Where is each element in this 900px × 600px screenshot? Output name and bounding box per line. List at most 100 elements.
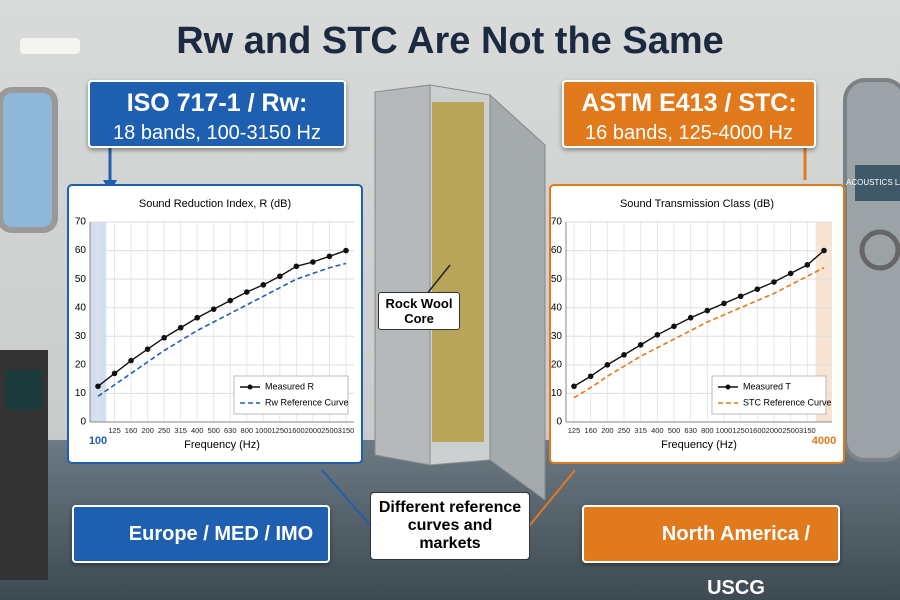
legend-label: Measured R: [265, 381, 315, 391]
marker: [227, 297, 234, 304]
x-tick-label: 630: [684, 426, 697, 435]
x-tick-label: 2000: [766, 426, 783, 435]
x-tick-label: 1600: [288, 426, 305, 435]
connector-left: [321, 469, 371, 526]
door-wheel: [859, 229, 900, 271]
chart-panel: [549, 184, 845, 464]
y-tick-label: 60: [75, 245, 87, 256]
x-tick-label: 250: [158, 426, 171, 435]
chart-title: Sound Transmission Class (dB): [620, 198, 774, 210]
x-tick-label: 2500: [782, 426, 799, 435]
y-tick-label: 10: [75, 388, 87, 399]
y-tick-label: 40: [551, 302, 563, 313]
marker: [637, 342, 644, 348]
marker: [277, 273, 283, 280]
panel-side: [489, 93, 546, 501]
legend: [233, 375, 349, 415]
lab-sign-plate: [855, 165, 900, 201]
y-tick-label: 30: [75, 331, 87, 342]
marker: [343, 247, 349, 254]
lab-sign: ACOUSTICS LAB: [846, 178, 900, 187]
series-line: [573, 250, 825, 387]
marker: [95, 383, 101, 390]
x-tick-label: 3150: [799, 426, 816, 435]
x-tick-label: 1250: [272, 426, 289, 435]
y-tick-label: 30: [551, 331, 563, 342]
left-box-detail: 18 bands, 100-3150 Hz: [113, 122, 321, 144]
chart-panel: [67, 184, 363, 464]
chart-title: Sound Reduction Index, R (dB): [139, 198, 291, 210]
y-tick-label: 40: [75, 302, 87, 313]
connector-right: [529, 469, 576, 526]
region-left: Europe / MED / IMO: [72, 505, 330, 563]
marker: [821, 247, 827, 254]
marker: [210, 306, 217, 312]
x-tick-label: 315: [634, 426, 647, 435]
legend: [711, 375, 827, 415]
x-tick-label: 200: [141, 426, 154, 435]
y-tick-label: 0: [556, 417, 562, 428]
x-tick-label: 200: [601, 426, 614, 435]
x-tick-label: 2500: [321, 426, 338, 435]
y-tick-label: 20: [75, 359, 87, 370]
region-left-text: Europe / MED / IMO: [128, 523, 314, 545]
core-label: Rock Wool Core: [378, 292, 460, 330]
rock-wool: [432, 102, 484, 442]
marker: [293, 263, 300, 270]
legend-label: Measured T: [743, 381, 791, 391]
region-right-text: North America / USCG: [661, 523, 811, 599]
x-tick-label: 1000: [255, 426, 272, 435]
x-axis-label: Frequency (Hz): [184, 439, 260, 451]
y-tick-label: 0: [80, 417, 86, 428]
x-tick-label: 800: [701, 426, 714, 435]
left-box-heading: ISO 717-1 / Rw:: [126, 89, 308, 117]
series-line: [97, 262, 347, 397]
y-tick-label: 70: [75, 217, 87, 228]
panel-face: [374, 84, 431, 466]
x-tick-label: 125: [108, 426, 121, 435]
marker: [787, 270, 794, 277]
x-tick-label: 630: [224, 426, 237, 435]
marker: [754, 286, 761, 292]
porthole: [0, 87, 58, 233]
marker: [587, 373, 594, 380]
marker: [260, 282, 267, 288]
marker: [687, 314, 694, 321]
marker: [771, 279, 777, 285]
marker: [111, 370, 118, 377]
center-label: Different reference curves and markets: [370, 492, 530, 560]
marker: [194, 314, 200, 321]
x-tick-label: 400: [651, 426, 664, 435]
marker: [737, 293, 744, 300]
x-tick-label: 3150: [338, 426, 355, 435]
legend-label: Rw Reference Curve: [265, 397, 349, 407]
x-tick-label: 125: [568, 426, 581, 435]
x-tick-label: 4000: [812, 435, 836, 447]
y-tick-label: 70: [551, 217, 563, 228]
door: [843, 78, 900, 462]
marker: [571, 383, 577, 390]
series-line: [97, 249, 347, 387]
title: Rw and STC Are Not the Same: [176, 20, 724, 62]
series-line: [573, 267, 825, 399]
x-tick-label: 160: [584, 426, 597, 435]
marker: [161, 334, 167, 341]
marker: [671, 323, 677, 330]
right-box: ASTM E413 / STC: 16 bands, 125-4000 Hz: [562, 80, 816, 148]
x-tick-label: 315: [174, 426, 187, 435]
marker: [310, 259, 316, 265]
x-tick-label: 2000: [305, 426, 322, 435]
marker: [144, 346, 151, 352]
y-tick-label: 10: [551, 388, 563, 399]
y-tick-label: 20: [551, 359, 563, 370]
y-tick-label: 60: [551, 245, 563, 256]
x-tick-label: 400: [191, 426, 204, 435]
legend-label: STC Reference Curve: [743, 397, 832, 407]
x-tick-label: 500: [668, 426, 681, 435]
x-tick-label: 160: [125, 426, 138, 435]
x-tick-label: 1000: [716, 426, 733, 435]
region-right: North America / USCG: [582, 505, 840, 599]
x-tick-label: 250: [618, 426, 631, 435]
right-box-detail: 16 bands, 125-4000 Hz: [585, 122, 793, 144]
